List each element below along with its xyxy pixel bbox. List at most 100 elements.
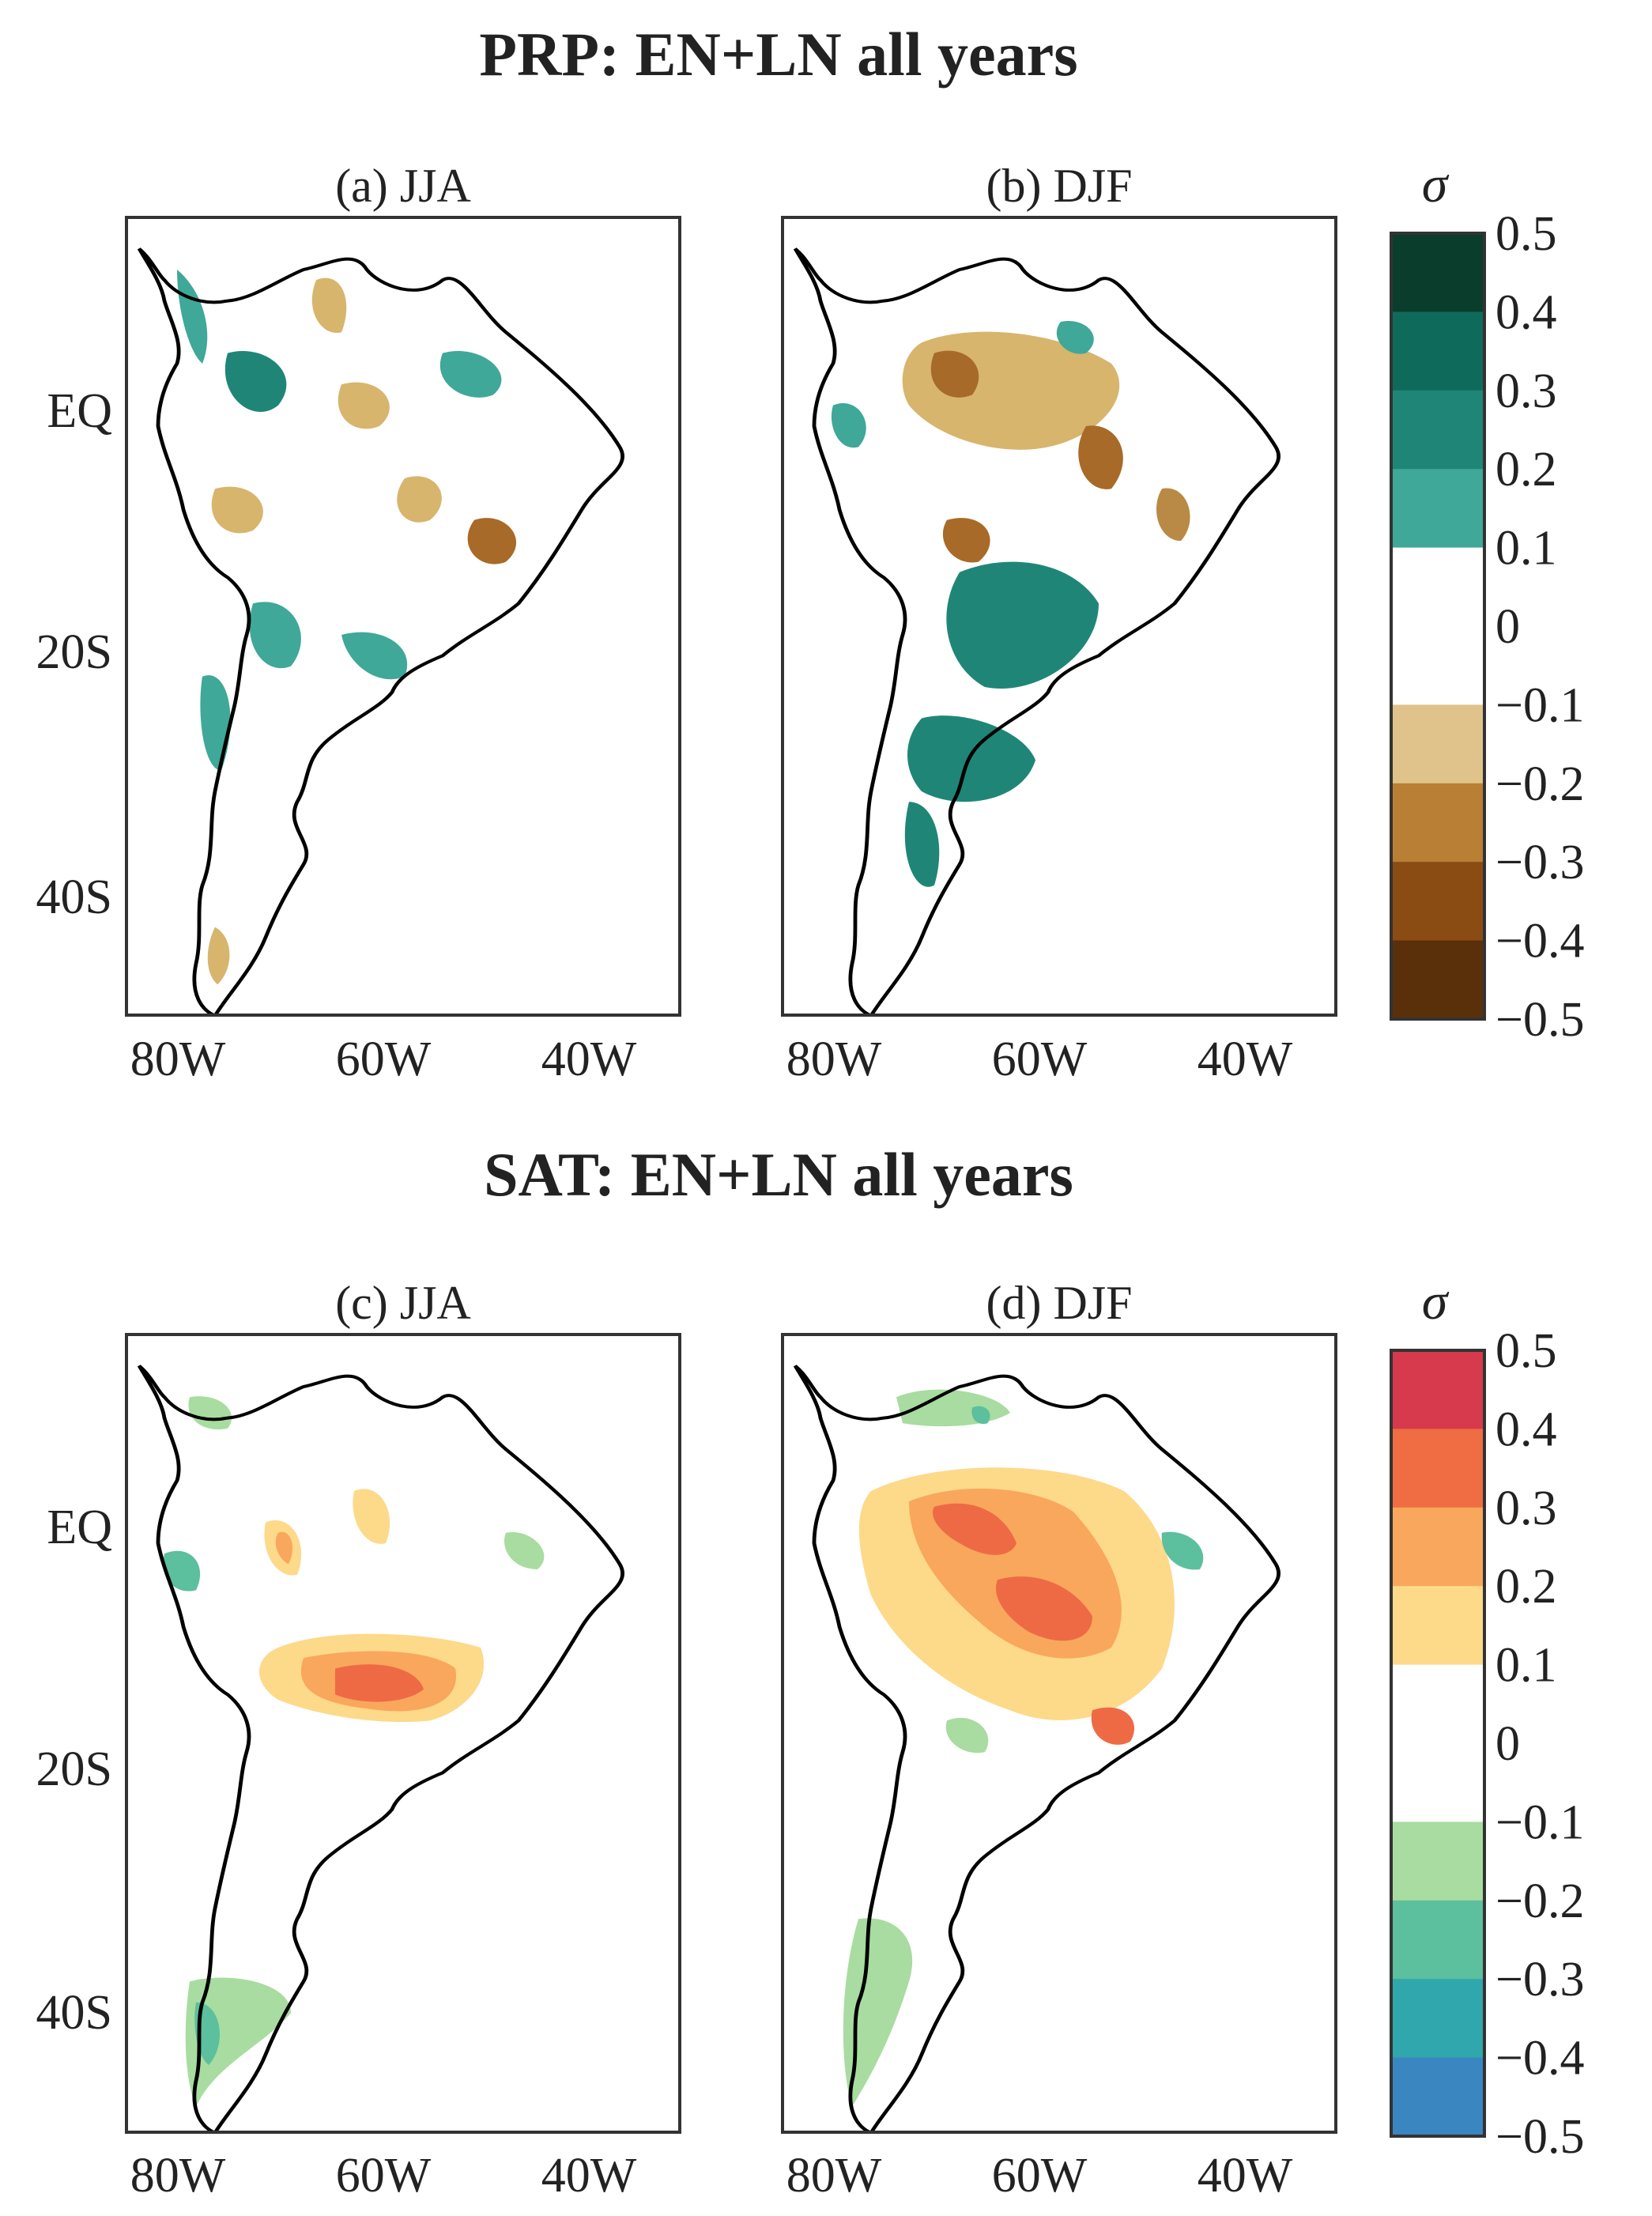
section-title-sat: SAT: EN+LN all years: [484, 1140, 1073, 1209]
anomaly-patch: [995, 1576, 1092, 1641]
colorbar-segment: [1391, 1900, 1484, 1980]
colorbar-tick-label: −0.1: [1495, 678, 1584, 732]
colorbar-prp: σ 0.5 0.4 0.3 0.2 0.1 0 −0.1 −0.2 −0.3 −0.4 −0.5: [1390, 156, 1584, 1047]
colorbar-frame: [1390, 232, 1486, 1021]
x-tick-40w: 40W: [1198, 2149, 1293, 2203]
anomaly-patch: [942, 518, 990, 563]
colorbar-segment: [1391, 1586, 1484, 1666]
colorbar-segment: [1391, 1664, 1484, 1744]
anomaly-patch: [335, 1664, 424, 1702]
x-tick-80w: 80W: [786, 1032, 882, 1086]
colorbar-segment: [1391, 469, 1484, 549]
colorbar-frame: [1390, 1349, 1486, 2138]
colorbar-segment: [1391, 390, 1484, 470]
colorbar-segment: [1391, 1429, 1484, 1508]
coastline: [139, 249, 623, 1016]
colorbar-tick-label: 0.3: [1495, 1482, 1557, 1535]
anomaly-patch: [311, 277, 347, 334]
y-tick-eq: EQ: [47, 384, 112, 438]
colorbar-tick-label: 0.3: [1495, 364, 1557, 418]
map-frame: [125, 216, 681, 1017]
colorbar-tick-label: −0.5: [1495, 2110, 1584, 2164]
x-tick-40w: 40W: [1198, 1032, 1293, 1086]
colorbar-segment: [1391, 1350, 1484, 1429]
anomaly-patch: [971, 1406, 990, 1425]
colorbar-segment: [1391, 1979, 1484, 2059]
colorbar-tick-label: −0.1: [1495, 1795, 1584, 1849]
colorbar-segment: [1391, 233, 1484, 312]
colorbar-tick-label: 0.2: [1495, 443, 1557, 496]
panel-title: (d) DJF: [986, 1277, 1132, 1329]
anomaly-patch: [831, 402, 866, 448]
anomaly-patch: [1156, 488, 1190, 542]
colorbar-segment: [1391, 940, 1484, 1020]
anomaly-patch: [338, 382, 390, 429]
panel-b: (b) DJF 80W 60W 40W: [781, 160, 1337, 1086]
colorbar-tick-label: −0.2: [1495, 1874, 1584, 1928]
colorbar-tick-label: −0.4: [1495, 2032, 1584, 2086]
y-tick-40s: 40S: [36, 870, 112, 924]
anomaly-patch: [930, 350, 979, 398]
x-tick-60w: 60W: [336, 2149, 432, 2203]
panel-a: (a) JJA EQ 20S 40S 80W 60W 40W: [36, 160, 681, 1086]
colorbar-segment: [1391, 547, 1484, 627]
colorbar-tick-label: −0.5: [1495, 993, 1584, 1047]
panel-title: (c) JJA: [335, 1277, 471, 1329]
y-tick-20s: 20S: [36, 625, 112, 679]
anomaly-patch: [177, 270, 208, 364]
x-tick-60w: 60W: [992, 2149, 1088, 2203]
anomaly-patch: [163, 1550, 201, 1591]
anomaly-patch: [945, 1717, 989, 1754]
colorbar-tick-label: 0.4: [1495, 285, 1557, 339]
anomaly-patch: [341, 632, 408, 680]
map-frame: [125, 1333, 681, 2134]
colorbar-sat: σ 0.5 0.4 0.3 0.2 0.1 0 −0.1 −0.2 −0.3 −0.4 −0.5: [1390, 1273, 1584, 2164]
colorbar-tick-label: 0.2: [1495, 1560, 1557, 1614]
colorbar-segment: [1391, 783, 1484, 863]
colorbar-tick-label: −0.4: [1495, 915, 1584, 968]
colorbar-segment: [1391, 704, 1484, 784]
section-title-prp: PRP: EN+LN all years: [479, 20, 1077, 89]
anomaly-patch: [224, 351, 287, 413]
colorbar-segment: [1391, 1507, 1484, 1587]
anomaly-patch: [504, 1531, 545, 1569]
map-frame: [781, 216, 1337, 1017]
x-tick-40w: 40W: [541, 2149, 637, 2203]
x-tick-40w: 40W: [541, 1032, 637, 1086]
anomaly-patch: [467, 518, 517, 564]
x-tick-60w: 60W: [336, 1032, 432, 1086]
colorbar-tick-label: −0.3: [1495, 836, 1584, 889]
x-tick-80w: 80W: [130, 2149, 226, 2203]
anomaly-patch: [1056, 320, 1094, 354]
panel-c: (c) JJA EQ 20S 40S 80W 60W 40W: [36, 1277, 681, 2203]
anomaly-patch: [249, 602, 301, 669]
panel-title: (b) DJF: [986, 160, 1132, 212]
panel-title: (a) JJA: [335, 160, 471, 212]
colorbar-tick-label: −0.3: [1495, 1953, 1584, 2006]
colorbar-tick-label: −0.2: [1495, 757, 1584, 811]
colorbar-segment: [1391, 862, 1484, 942]
anomaly-patch: [353, 1489, 390, 1544]
x-tick-60w: 60W: [992, 1032, 1088, 1086]
anomaly-patch: [843, 1918, 913, 2107]
colorbar-segment: [1391, 1743, 1484, 1822]
anomaly-patch: [397, 476, 442, 523]
anomaly-patch: [200, 675, 231, 771]
colorbar-tick-label: 0.1: [1495, 1639, 1557, 1693]
colorbar-segment: [1391, 626, 1484, 705]
colorbar-tick-label: 0.5: [1495, 1324, 1557, 1378]
anomaly-patch: [1161, 1531, 1204, 1570]
anomaly-patch: [946, 561, 1099, 689]
y-tick-20s: 20S: [36, 1742, 112, 1796]
colorbar-symbol: σ: [1422, 1273, 1450, 1331]
anomaly-patch: [207, 927, 230, 985]
colorbar-tick-label: 0.5: [1495, 207, 1557, 261]
colorbar-segment: [1391, 311, 1484, 391]
x-tick-80w: 80W: [786, 2149, 882, 2203]
y-tick-eq: EQ: [47, 1501, 112, 1554]
anomaly-patch: [275, 1531, 293, 1565]
colorbar-segment: [1391, 2057, 1484, 2137]
x-tick-80w: 80W: [130, 1032, 226, 1086]
colorbar-symbol: σ: [1422, 156, 1450, 213]
